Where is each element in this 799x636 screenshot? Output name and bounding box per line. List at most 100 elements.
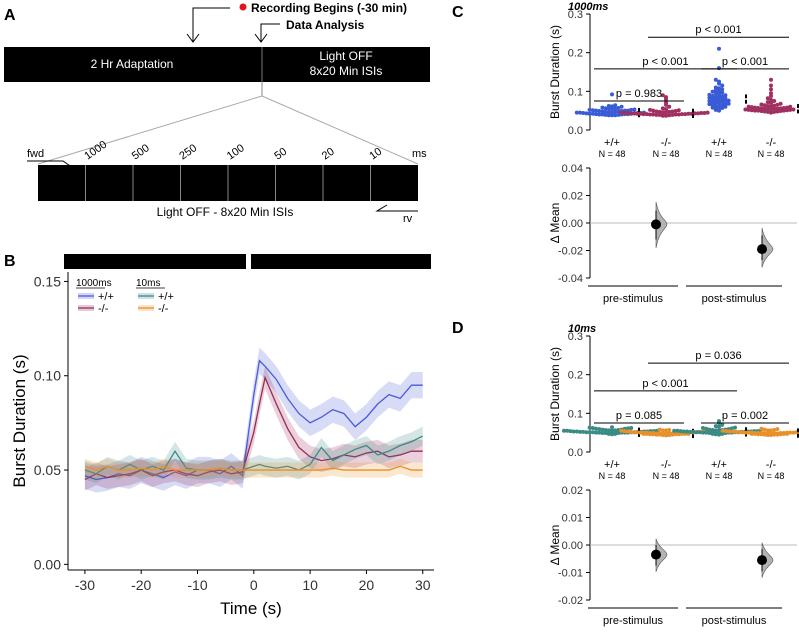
- data-point: [632, 107, 637, 112]
- data-point: [717, 66, 721, 71]
- bootstrap-distribution: [655, 201, 668, 249]
- x-tick-label: 0: [250, 577, 258, 593]
- legend-title: 10ms: [136, 278, 160, 289]
- data-point: [565, 428, 570, 433]
- data-point: [710, 431, 715, 436]
- data-point: [713, 106, 718, 111]
- data-point: [713, 77, 718, 82]
- comparison-p-value: p < 0.001: [642, 378, 688, 390]
- delta-y-tick-label: 0.04: [562, 163, 583, 175]
- data-point: [753, 108, 757, 113]
- data-point: [769, 91, 773, 96]
- legend-title: 1000ms: [76, 278, 112, 289]
- data-point: [769, 87, 773, 92]
- data-point: [594, 108, 598, 113]
- data-point: [762, 103, 767, 108]
- data-point: [590, 108, 595, 113]
- data-point: [600, 109, 605, 114]
- data-point: [710, 89, 715, 94]
- data-point: [765, 100, 770, 105]
- data-point: [791, 430, 796, 435]
- stimulus-bar-left: [64, 254, 246, 269]
- data-point: [587, 425, 592, 430]
- isi-label-1000: 1000: [82, 139, 109, 163]
- recording-dot-icon: [239, 3, 247, 11]
- data-point: [597, 109, 602, 114]
- comparison-p-value: p = 0.983: [616, 88, 662, 100]
- data-point: [717, 100, 721, 105]
- data-point: [717, 79, 721, 84]
- data-point: [775, 102, 780, 107]
- data-point: [699, 110, 704, 115]
- error-band-2: [84, 426, 423, 484]
- legend-entry: -/-: [158, 303, 169, 315]
- data-point: [613, 431, 618, 436]
- data-point: [729, 426, 734, 431]
- data-point: [759, 102, 764, 107]
- data-point: [737, 430, 741, 435]
- y-tick-label: 0.2: [568, 48, 583, 60]
- n-label: N = 48: [653, 149, 680, 159]
- data-point: [675, 428, 680, 433]
- data-point: [788, 430, 793, 435]
- data-point: [772, 431, 777, 436]
- bootstrap-distribution: [761, 542, 774, 578]
- timeline-bar: [4, 47, 430, 82]
- y-tick-label: 0.00: [34, 556, 61, 572]
- data-point: [775, 106, 780, 111]
- delta-y-tick-label: 0.02: [562, 485, 583, 497]
- data-point: [713, 91, 718, 96]
- data-point: [657, 427, 662, 432]
- data-point: [769, 104, 773, 109]
- genotype-label: -/-: [661, 137, 672, 149]
- data-point: [713, 103, 718, 108]
- rv-label: rv: [403, 213, 413, 225]
- data-point: [597, 430, 602, 435]
- burst-duration-time-chart: 0.00 0.05 0.10 0.15 -30 -20 -10 0 10 20 30 Time (s)…: [10, 272, 434, 618]
- data-point: [613, 103, 618, 108]
- delta-y-tick-label: -0.02: [558, 595, 583, 607]
- data-point: [686, 111, 691, 116]
- data-point: [578, 110, 582, 115]
- data-point: [629, 426, 634, 431]
- data-point: [632, 430, 636, 435]
- error-band-3: [84, 458, 423, 478]
- n-label: N = 48: [599, 149, 626, 159]
- panel-c-letter: C: [452, 4, 464, 21]
- data-point: [717, 86, 721, 91]
- panel-subtitle: 10ms: [568, 323, 596, 335]
- delta-y-axis-title: Δ Mean: [548, 203, 562, 244]
- comparison-p-value: p = 0.002: [722, 410, 768, 422]
- data-point: [775, 431, 780, 436]
- delta-y-tick-label: 0.01: [562, 513, 583, 525]
- data-point: [654, 112, 659, 117]
- data-point: [606, 431, 611, 436]
- data-point: [626, 426, 630, 431]
- legend-entry: +/+: [158, 291, 174, 303]
- data-point: [664, 113, 668, 118]
- data-point: [673, 109, 678, 114]
- data-point: [628, 111, 633, 116]
- data-point: [651, 112, 656, 117]
- x-tick-label: 30: [415, 577, 431, 593]
- data-point: [726, 98, 731, 103]
- genotype-label: -/-: [766, 137, 777, 149]
- y-tick-label: 0.15: [34, 273, 61, 289]
- data-point: [688, 429, 693, 434]
- data-point: [594, 430, 598, 435]
- data-point: [778, 106, 783, 111]
- data-point: [772, 427, 777, 432]
- data-point: [667, 104, 672, 109]
- y-tick-label: 0.0: [568, 447, 583, 459]
- y-tick-label: 0.3: [568, 331, 583, 343]
- n-label: N = 48: [758, 471, 785, 481]
- data-point: [638, 111, 643, 116]
- panel-b-letter: B: [4, 253, 16, 270]
- data-point: [788, 107, 793, 112]
- data-point: [664, 100, 668, 105]
- genotype-label: +/+: [604, 459, 620, 471]
- comparison-p-value: p < 0.001: [642, 56, 688, 68]
- n-label: N = 48: [706, 471, 733, 481]
- data-point: [619, 428, 624, 433]
